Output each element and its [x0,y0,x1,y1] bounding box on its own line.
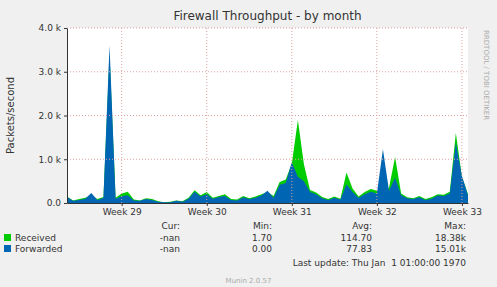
y-tick-label: 3.0 k [39,67,62,77]
grid-line-x [121,28,122,203]
grid-line-x [291,28,292,203]
y-tick-mark [64,72,67,73]
y-tick-mark [64,203,67,204]
x-tick-mark [292,203,293,206]
x-tick-label: Week 31 [273,207,312,217]
legend-header: Max: [444,221,466,231]
x-axis: Week 29 Week 30 Week 31 Week 32 Week 33 [68,203,482,217]
x-tick: Week 29 [103,203,142,217]
y-tick-label: 2.0 k [39,111,62,121]
legend-header: Min: [253,221,272,231]
y-tick: 4.0 k [39,23,67,33]
title: Firewall Throughput - by month [173,9,361,23]
y-axis-title: Packets/second [5,77,16,154]
legend-stat: 1.70 [252,233,272,243]
grid-line-x [461,28,462,203]
y-tick: 3.0 k [39,67,67,77]
footer: Last update: Thu Jan 1 01:00:00 1970 [293,258,467,268]
x-tick-label: Week 29 [103,207,142,217]
y-tick-mark [64,159,67,160]
legend-header: Avg: [352,221,372,231]
background [0,0,497,287]
legend-swatch [4,234,11,241]
legend: Cur: Min: Avg: Max: Received -nan 1.70 114.70 18… [4,221,467,254]
y-tick: 1.0 k [39,155,67,165]
legend-stat: 15.01k [435,244,467,254]
x-tick-mark [462,203,463,206]
x-tick-label: Week 30 [188,207,227,217]
y-tick: 0.0 [47,198,67,208]
grid-line-y [67,71,468,72]
series-area [67,46,468,204]
grid-line-y [67,28,468,29]
legend-stat: 18.38k [435,233,467,243]
plot-background [67,28,468,203]
grid-line-x [376,28,377,203]
x-tick: Week 32 [358,203,397,217]
x-tick: Week 30 [188,203,227,217]
series-area [67,54,468,203]
grid-line-y [67,159,468,160]
legend-stat: 0.00 [252,244,272,254]
grid [67,28,468,203]
legend-stat: 77.83 [346,244,372,254]
legend-label: Received [15,233,56,243]
y-tick-mark [64,116,67,117]
y-tick: 2.0 k [39,111,67,121]
x-tick: Week 31 [273,203,312,217]
legend-header: Cur: [161,221,180,231]
x-tick-mark [207,203,208,206]
grid-line-x [206,28,207,203]
legend-stat: 114.70 [341,233,373,243]
x-tick-label: Week 32 [358,207,397,217]
y-axis-line [67,29,68,204]
legend-stat: -nan [160,233,180,243]
y-tick-label: 1.0 k [39,155,62,165]
legend-swatch [4,245,11,252]
legend-stat: -nan [160,244,180,254]
x-tick-mark [122,203,123,206]
y-tick-label: 0.0 [47,198,62,208]
chart: 0.01.0 k2.0 k3.0 k4.0 kWeek 29Week 30Wee… [0,0,497,287]
x-tick: Week 33 [443,203,482,217]
side-text: RRDTOOL / TOBI OETIKER [482,30,490,120]
y-axis: 0.0 1.0 k 2.0 k 3.0 k 4.0 k [39,23,68,208]
x-tick-mark [377,203,378,206]
credit: Munin 2.0.57 [226,277,272,285]
y-tick-label: 4.0 k [39,23,62,33]
x-axis-line [68,203,469,204]
y-tick-mark [64,28,67,29]
grid-line-y [67,115,468,116]
plot-area [67,46,468,204]
legend-label: Forwarded [15,244,62,254]
x-tick-label: Week 33 [443,207,482,217]
